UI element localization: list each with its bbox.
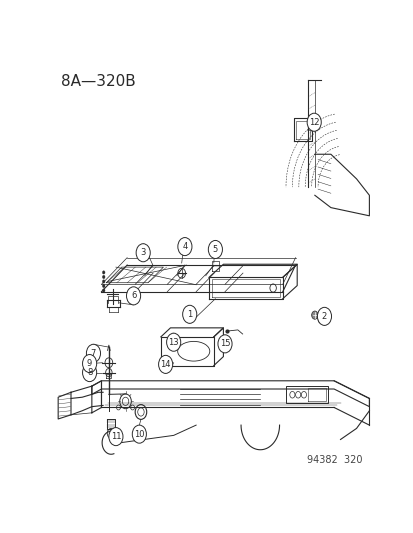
Circle shape (182, 305, 196, 324)
Text: 8A—320B: 8A—320B (61, 74, 136, 89)
Circle shape (136, 244, 150, 262)
Circle shape (126, 287, 140, 305)
Circle shape (102, 284, 105, 288)
Circle shape (102, 271, 105, 274)
Text: 1: 1 (187, 310, 192, 319)
Circle shape (132, 425, 146, 443)
Text: 7: 7 (90, 349, 96, 358)
Text: 4: 4 (182, 242, 187, 251)
Bar (285, 386, 327, 402)
Text: 11: 11 (110, 432, 121, 441)
Text: 6: 6 (131, 292, 136, 300)
Text: 9: 9 (87, 359, 92, 368)
Circle shape (317, 308, 331, 325)
Text: 8: 8 (87, 368, 92, 377)
Text: 5: 5 (212, 245, 218, 254)
Circle shape (102, 280, 105, 283)
Circle shape (109, 427, 123, 446)
Circle shape (317, 315, 324, 324)
Circle shape (102, 289, 105, 292)
Circle shape (208, 240, 222, 259)
Circle shape (158, 356, 172, 374)
Circle shape (102, 276, 105, 279)
Circle shape (178, 238, 192, 256)
Circle shape (217, 335, 232, 353)
Text: 94382  320: 94382 320 (307, 455, 362, 465)
Text: 13: 13 (168, 338, 178, 347)
Circle shape (311, 311, 317, 319)
Circle shape (82, 364, 97, 382)
Text: 3: 3 (140, 248, 145, 257)
Circle shape (86, 344, 100, 362)
Text: 10: 10 (134, 430, 144, 439)
Text: 12: 12 (308, 118, 319, 127)
Circle shape (306, 113, 320, 131)
Circle shape (166, 333, 180, 351)
Text: 2: 2 (321, 312, 326, 321)
Text: 14: 14 (160, 360, 171, 369)
Text: 15: 15 (219, 340, 230, 349)
Circle shape (82, 354, 97, 373)
